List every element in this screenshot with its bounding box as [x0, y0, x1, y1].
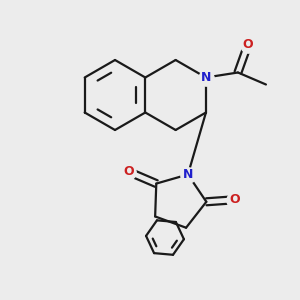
Text: N: N: [183, 168, 193, 181]
Text: O: O: [243, 38, 253, 51]
Text: N: N: [201, 71, 211, 84]
Text: O: O: [229, 193, 240, 206]
Text: O: O: [123, 165, 134, 178]
